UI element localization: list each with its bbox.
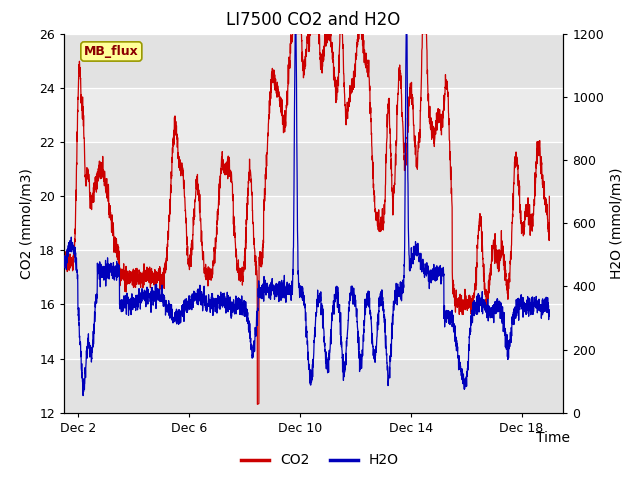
Text: Time: Time xyxy=(536,431,570,444)
Bar xyxy=(64,34,563,88)
Bar xyxy=(64,88,563,142)
Title: LI7500 CO2 and H2O: LI7500 CO2 and H2O xyxy=(227,11,401,29)
Y-axis label: CO2 (mmol/m3): CO2 (mmol/m3) xyxy=(20,168,33,278)
Bar xyxy=(64,304,563,359)
Bar xyxy=(64,250,563,304)
Text: MB_flux: MB_flux xyxy=(84,45,139,58)
Legend: CO2, H2O: CO2, H2O xyxy=(236,448,404,473)
Bar xyxy=(64,359,563,413)
Bar xyxy=(64,142,563,196)
Y-axis label: H2O (mmol/m3): H2O (mmol/m3) xyxy=(610,168,623,279)
Bar xyxy=(64,196,563,250)
